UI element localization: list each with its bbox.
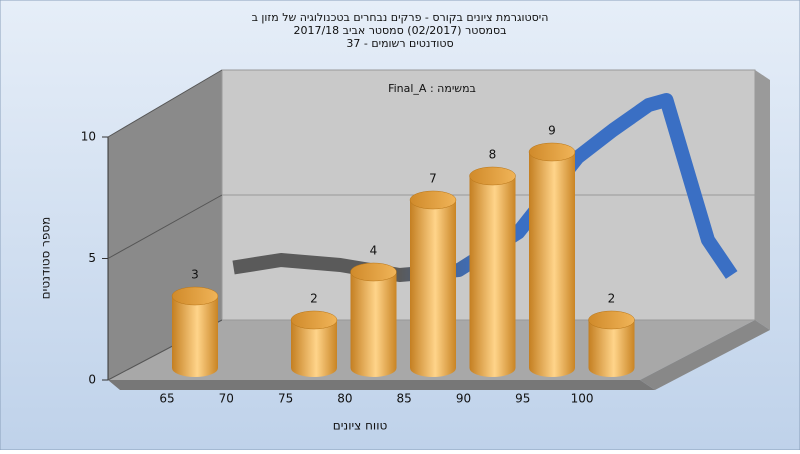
y-axis-label: מספר סטודנטים (39, 217, 53, 300)
y-tick-label: 10 (81, 130, 96, 144)
bar-top (290, 310, 338, 330)
wall-edge (755, 70, 770, 330)
x-tick-label: 85 (397, 392, 412, 406)
bar-body (350, 272, 397, 377)
x-tick-label: 65 (159, 392, 174, 406)
grid-line (107, 194, 223, 259)
bar-body (172, 296, 218, 377)
x-tick-label: 70 (219, 392, 234, 406)
annotation: Final_A : במשימה (388, 82, 476, 95)
bar-body (529, 152, 575, 377)
x-tick-label: 100 (571, 392, 594, 406)
x-tick-label: 80 (337, 392, 352, 406)
title-line: בסמסטר (02/2017) סמסטר אביב 2017/18 (293, 24, 506, 37)
data-label: 2 (608, 292, 616, 306)
floor-edge (640, 320, 770, 390)
x-tick-label: 95 (515, 392, 530, 406)
data-label: 7 (429, 172, 437, 186)
title-line: סטודנטים רשומים - 37 (346, 37, 453, 50)
bar-body (410, 200, 456, 377)
bar (528, 142, 576, 377)
x-tick-label: 75 (278, 392, 293, 406)
x-tick-label: 90 (456, 392, 471, 406)
y-tick-label: 5 (88, 251, 96, 265)
bar-top (171, 286, 219, 306)
y-tick-label: 0 (88, 373, 96, 387)
bar-body (291, 320, 337, 377)
bar (469, 166, 516, 377)
bar (588, 310, 635, 377)
data-label: 2 (310, 292, 318, 306)
bar-top (409, 190, 457, 210)
bar-body (588, 320, 635, 377)
bar-top (350, 262, 397, 282)
data-label: 4 (370, 244, 378, 258)
bar-top (528, 142, 576, 162)
bar-top (469, 166, 516, 186)
bar (409, 190, 457, 377)
data-label: 8 (489, 148, 497, 162)
bar (350, 262, 397, 377)
bar-top (588, 310, 635, 330)
bar-body (469, 176, 516, 377)
x-axis-label: טווח ציונים (333, 419, 388, 433)
data-label: 9 (548, 124, 556, 138)
floor-front (108, 380, 655, 390)
grid-line (107, 69, 223, 138)
title-line: היסטוגרמת ציונים בקורס - פרקים נבחרים בט… (252, 11, 549, 24)
bar (290, 310, 338, 377)
data-label: 3 (191, 268, 199, 282)
bar (171, 286, 219, 377)
